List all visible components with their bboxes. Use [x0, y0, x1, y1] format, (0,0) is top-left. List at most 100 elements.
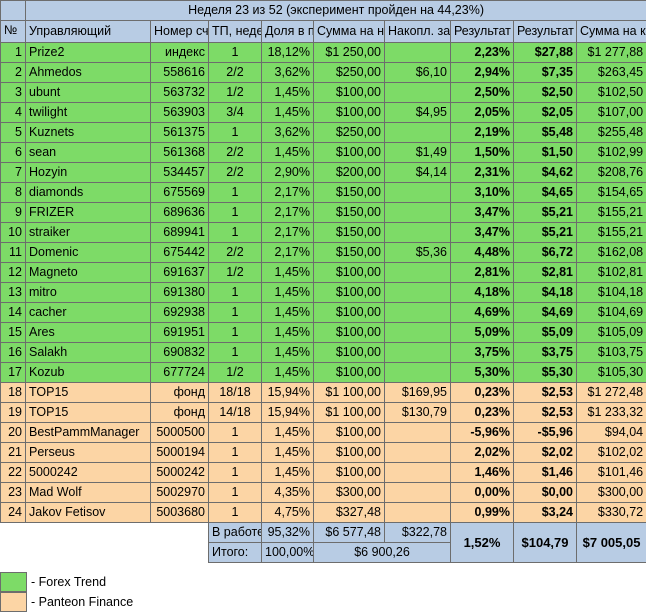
- cell-result-usd: $6,72: [513, 242, 577, 263]
- cell-start-sum: $1 100,00: [313, 402, 385, 423]
- cell-result-usd: $5,21: [513, 222, 577, 243]
- table-row: 10 straiker 689941 1 2,17% $150,00 3,47% $5,21 $…: [0, 222, 646, 243]
- cell-result-pct: 5,09%: [450, 322, 514, 343]
- cell-result-usd: $2,53: [513, 402, 577, 423]
- header-accumulated: Накопл. за ТП: [384, 20, 451, 43]
- cell-manager: Prize2: [25, 42, 151, 63]
- cell-tp: 14/18: [208, 402, 262, 423]
- cell-result-usd: $1,46: [513, 462, 577, 483]
- header-result-usd: Результат недели, $: [513, 20, 577, 43]
- cell-account: 692938: [150, 302, 209, 323]
- table-row: 20 BestPammManager 5000500 1 1,45% $100,00 -5,…: [0, 422, 646, 443]
- header-result-pct: Результат недели, %: [450, 20, 514, 43]
- cell-tp: 2/2: [208, 142, 262, 163]
- cell-num: 21: [0, 442, 26, 463]
- table-row: 6 sean 561368 2/2 1,45% $100,00 $1,49 1,50% $1,5…: [0, 142, 646, 163]
- cell-start-sum: $100,00: [313, 262, 385, 283]
- cell-result-usd: $5,21: [513, 202, 577, 223]
- footer-working-row: В работе: 95,32% $6 577,48 $322,78 1,52%…: [0, 522, 646, 563]
- table-row: 13 mitro 691380 1 1,45% $100,00 4,18% $4,18 $104…: [0, 282, 646, 303]
- cell-accumulated: [384, 462, 451, 483]
- header-tp: ТП, недель: [208, 20, 262, 43]
- cell-tp: 1: [208, 182, 262, 203]
- cell-tp: 1: [208, 202, 262, 223]
- cell-tp: 1: [208, 422, 262, 443]
- cell-account: 5003680: [150, 502, 209, 523]
- cell-result-pct: 2,31%: [450, 162, 514, 183]
- cell-share: 4,75%: [261, 502, 314, 523]
- cell-result-pct: 2,23%: [450, 42, 514, 63]
- footer-week-end: $7 005,05: [575, 522, 646, 563]
- cell-manager: FRIZER: [25, 202, 151, 223]
- cell-share: 1,45%: [261, 442, 314, 463]
- cell-num: 12: [0, 262, 26, 283]
- cell-account: 675569: [150, 182, 209, 203]
- cell-result-pct: 3,75%: [450, 342, 514, 363]
- cell-share: 1,45%: [261, 362, 314, 383]
- cell-result-usd: $1,50: [513, 142, 577, 163]
- cell-num: 2: [0, 62, 26, 83]
- cell-accumulated: [384, 262, 451, 283]
- cell-accumulated: [384, 122, 451, 143]
- cell-account: 675442: [150, 242, 209, 263]
- cell-num: 22: [0, 462, 26, 483]
- cell-start-sum: $200,00: [313, 162, 385, 183]
- cell-start-sum: $250,00: [313, 62, 385, 83]
- cell-num: 3: [0, 82, 26, 103]
- cell-share: 1,45%: [261, 82, 314, 103]
- cell-result-usd: $27,88: [513, 42, 577, 63]
- cell-accumulated: [384, 502, 451, 523]
- cell-end-sum: $1 233,32: [575, 402, 646, 423]
- cell-share: 1,45%: [261, 102, 314, 123]
- cell-num: 24: [0, 502, 26, 523]
- table-row: 14 cacher 692938 1 1,45% $100,00 4,69% $4,69 $10…: [0, 302, 646, 323]
- cell-start-sum: $100,00: [313, 322, 385, 343]
- cell-end-sum: $155,21: [575, 202, 646, 223]
- cell-share: 2,17%: [261, 222, 314, 243]
- cell-num: 8: [0, 182, 26, 203]
- corner-cell: [0, 0, 26, 21]
- cell-manager: straiker: [25, 222, 151, 243]
- table-row: 7 Hozyin 534457 2/2 2,90% $200,00 $4,14 2,31% $4…: [0, 162, 646, 183]
- cell-manager: Salakh: [25, 342, 151, 363]
- cell-result-usd: $4,18: [513, 282, 577, 303]
- table-row: 2 Ahmedos 558616 2/2 3,62% $250,00 $6,10 2,94% $…: [0, 62, 646, 83]
- footer-total-label: Итого:: [208, 542, 262, 563]
- cell-share: 3,62%: [261, 122, 314, 143]
- cell-result-usd: $5,09: [513, 322, 577, 343]
- cell-start-sum: $250,00: [313, 122, 385, 143]
- cell-manager: Ares: [25, 322, 151, 343]
- cell-share: 2,90%: [261, 162, 314, 183]
- footer-working-sum: $6 577,48: [313, 522, 385, 543]
- table-row: 21 Perseus 5000194 1 1,45% $100,00 2,02% $2,02 $…: [0, 442, 646, 463]
- cell-result-pct: 2,94%: [450, 62, 514, 83]
- footer-week-usd: $104,79: [513, 522, 577, 563]
- cell-accumulated: [384, 322, 451, 343]
- cell-accumulated: [384, 82, 451, 103]
- cell-result-usd: $2,05: [513, 102, 577, 123]
- cell-accumulated: [384, 202, 451, 223]
- cell-result-pct: 4,48%: [450, 242, 514, 263]
- cell-result-pct: 2,05%: [450, 102, 514, 123]
- legend-swatch-green: [0, 572, 27, 592]
- cell-end-sum: $102,02: [575, 442, 646, 463]
- cell-num: 20: [0, 422, 26, 443]
- footer-working-label: В работе:: [208, 522, 262, 543]
- table-row: 11 Domenic 675442 2/2 2,17% $150,00 $5,36 4,48%…: [0, 242, 646, 263]
- legend-label-forex-trend: - Forex Trend: [31, 575, 107, 589]
- cell-num: 11: [0, 242, 26, 263]
- cell-share: 2,17%: [261, 202, 314, 223]
- header-end-sum: Сумма на кон. недели: [575, 20, 646, 43]
- cell-account: 561368: [150, 142, 209, 163]
- cell-tp: 18/18: [208, 382, 262, 403]
- table-row: 4 twilight 563903 3/4 1,45% $100,00 $4,95 2,05%…: [0, 102, 646, 123]
- cell-tp: 1: [208, 462, 262, 483]
- cell-start-sum: $100,00: [313, 142, 385, 163]
- cell-end-sum: $101,46: [575, 462, 646, 483]
- footer-total-row: Итого: 100,00% $6 900,26: [0, 542, 646, 563]
- cell-tp: 2/2: [208, 162, 262, 183]
- cell-end-sum: $1 277,88: [575, 42, 646, 63]
- cell-tp: 1: [208, 482, 262, 503]
- footer-spacer-2: [150, 522, 209, 543]
